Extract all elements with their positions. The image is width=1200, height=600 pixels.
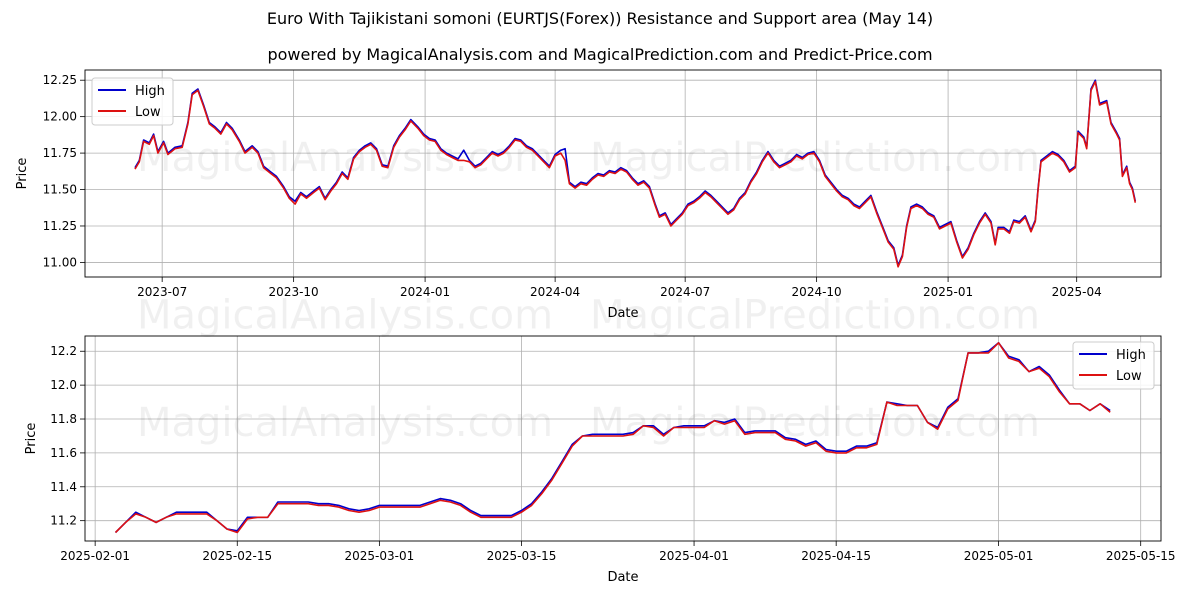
legend: High Low — [1072, 341, 1155, 390]
x-tick-label: 2023-07 — [137, 285, 187, 299]
x-tick-label: 2025-02-01 — [60, 549, 130, 563]
watermark-text: MagicalAnalysis.com — [137, 135, 553, 181]
x-tick-label: 2025-03-15 — [487, 549, 557, 563]
legend-label-high: High — [135, 84, 165, 99]
chart-panel-1: 2023-07 2023-10 2024-01 2024-04 2024-07 2024-… — [15, 69, 1162, 338]
x-tick-label: 2024-10 — [792, 285, 842, 299]
y-tick-label: 12.25 — [43, 73, 77, 87]
y-tick-label: 12.0 — [50, 378, 77, 392]
watermark-text: MagicalPrediction.com — [590, 400, 1040, 446]
y-tick-label: 11.4 — [50, 480, 77, 494]
y-tick-label: 11.6 — [50, 446, 77, 460]
plot-frame — [84, 335, 1162, 542]
y-axis-label: Price — [15, 158, 30, 190]
chart-title: Euro With Tajikistani somoni (EURTJS(For… — [266, 9, 934, 28]
y-tick-label: 11.2 — [50, 514, 77, 528]
x-tick-label: 2025-04 — [1052, 285, 1102, 299]
x-tick-label: 2024-01 — [400, 285, 450, 299]
x-tick-label: 2024-04 — [530, 285, 580, 299]
watermark-text: MagicalPrediction.com — [590, 135, 1040, 181]
x-tick-label: 2025-02-15 — [202, 549, 272, 563]
plot-frame — [84, 69, 1162, 278]
y-axis-label: Price — [24, 423, 39, 455]
x-tick-label: 2025-04-01 — [659, 549, 729, 563]
x-tick-label: 2024-07 — [660, 285, 710, 299]
y-tick-label: 11.25 — [43, 219, 77, 233]
legend-label-high: High — [1116, 348, 1146, 363]
y-tick-label: 11.8 — [50, 412, 77, 426]
legend-label-low: Low — [135, 105, 161, 120]
chart-subtitle: powered by MagicalAnalysis.com and Magic… — [267, 45, 933, 64]
y-tick-label: 11.50 — [43, 183, 77, 197]
x-tick-label: 2025-03-01 — [345, 549, 415, 563]
watermark-text: MagicalAnalysis.com — [137, 292, 553, 338]
y-tick-label: 11.75 — [43, 146, 77, 160]
x-tick-label: 2025-05-01 — [964, 549, 1034, 563]
chart-panel-2: 2025-02-01 2025-02-15 2025-03-01 2025-03-15… — [24, 335, 1176, 585]
watermark-text: MagicalAnalysis.com — [137, 400, 553, 446]
x-tick-label: 2025-05-15 — [1106, 549, 1176, 563]
x-tick-label: 2023-10 — [269, 285, 319, 299]
x-axis-label: Date — [607, 306, 638, 321]
x-tick-label: 2025-04-15 — [801, 549, 871, 563]
series-line-low — [134, 80, 1137, 268]
y-tick-label: 12.00 — [43, 110, 77, 124]
x-tick-label: 2025-01 — [923, 285, 973, 299]
y-tick-label: 11.00 — [43, 255, 77, 269]
x-axis-label: Date — [607, 570, 638, 585]
series-line-low — [114, 342, 1111, 534]
y-tick-label: 12.2 — [50, 344, 77, 358]
legend: High Low — [91, 77, 174, 126]
legend-label-low: Low — [1116, 369, 1142, 384]
watermark-text: MagicalPrediction.com — [590, 292, 1040, 338]
